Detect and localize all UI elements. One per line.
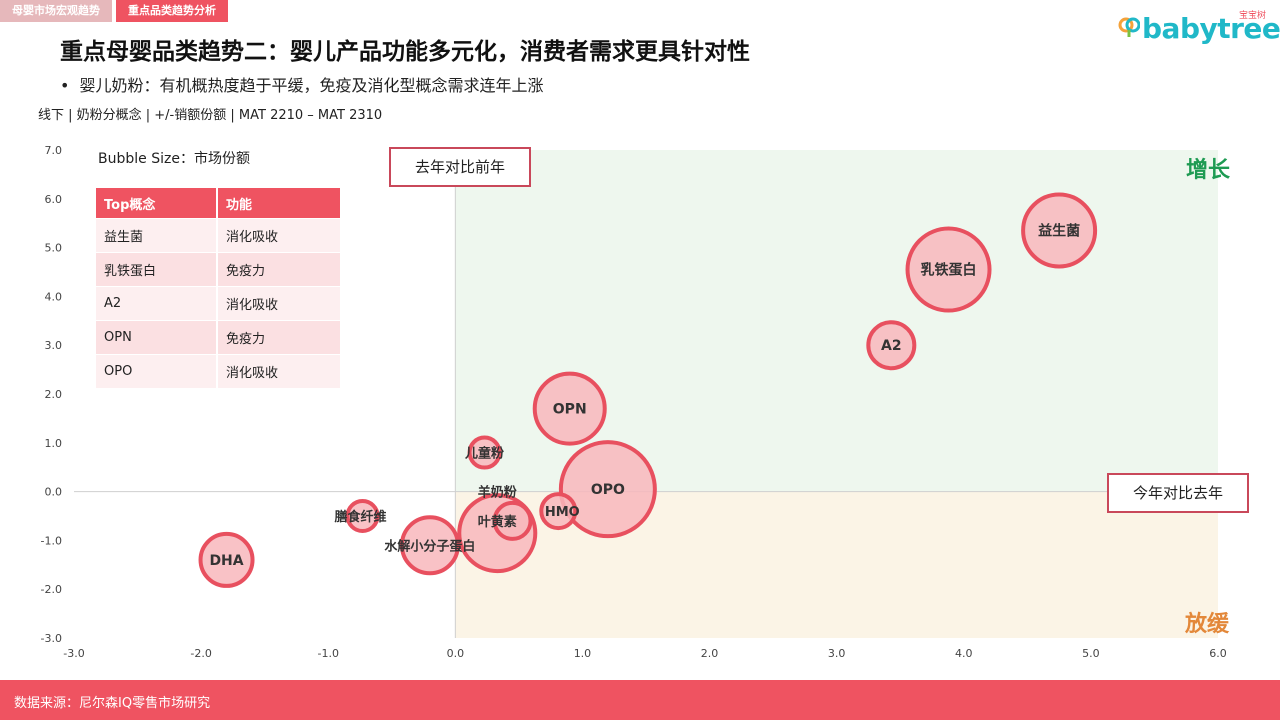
table-cell-concept: OPO <box>96 354 218 388</box>
bubble-point <box>539 492 578 531</box>
bubble-label: OPO <box>591 482 625 498</box>
bubble-point <box>1021 192 1098 269</box>
prev-year-comparison-label: 去年对比前年 <box>389 147 531 187</box>
bubble-chart: 7.0 6.0 5.0 4.0 3.0 2.0 1.0 0.0 -1.0 -2.0 -3.0-3.0… <box>41 144 1227 660</box>
top-tabs: 母婴市场宏观趋势 重点品类趋势分析 <box>0 0 228 22</box>
y-tick-label: 6.0 <box>45 193 63 206</box>
logo-text: babytree <box>1142 12 1280 45</box>
table-cell-concept: A2 <box>96 286 218 321</box>
x-tick-label: -3.0 <box>63 647 84 660</box>
top-concept-table: Top概念 功能 益生菌 消化吸收 乳铁蛋白 免疫力 A2 消化吸收 OPN 免… <box>96 188 340 388</box>
bullet-dot-icon: • <box>60 76 70 95</box>
table-cell-function: 消化吸收 <box>217 218 340 253</box>
bubble-label: 膳食纤维 <box>335 509 387 525</box>
bubble-point <box>467 435 502 470</box>
bullet-text: 婴儿奶粉：有机概热度趋于平缓，免疫及消化型概念需求连年上涨 <box>79 76 544 95</box>
bubble-size-note: Bubble Size：市场份额 <box>98 151 250 167</box>
table-cell-concept: OPN <box>96 320 218 355</box>
bubble-label: OPN <box>553 402 587 418</box>
x-tick-label: 3.0 <box>828 647 846 660</box>
chart-subtitle: 线下 | 奶粉分概念 | +/-销额份额 | MAT 2210 – MAT 23… <box>38 108 383 123</box>
y-tick-label: 5.0 <box>45 242 63 255</box>
x-tick-label: 4.0 <box>955 647 973 660</box>
x-tick-label: -1.0 <box>317 647 338 660</box>
quadrant-slowdown-label: 放缓 <box>1185 612 1230 637</box>
y-tick-label: -2.0 <box>41 583 62 596</box>
y-tick-label: 7.0 <box>45 144 63 157</box>
bubble-label: 水解小分子蛋白 <box>384 538 475 554</box>
x-tick-label: 0.0 <box>447 647 465 660</box>
x-tick-label: 6.0 <box>1209 647 1227 660</box>
y-tick-label: -3.0 <box>41 632 62 645</box>
logo-mark-icon <box>1118 17 1140 37</box>
bubble-label: 乳铁蛋白 <box>921 262 977 279</box>
table-row: OPO 消化吸收 <box>96 354 340 388</box>
bubble-point <box>198 531 255 588</box>
table-cell-function: 免疫力 <box>217 320 340 355</box>
quadrant-growth-label: 增长 <box>1186 158 1231 183</box>
bubble-point <box>399 515 460 576</box>
this-year-comparison-label: 今年对比去年 <box>1107 473 1249 513</box>
bubble-label: A2 <box>881 338 902 354</box>
bubble-label: 叶黄素 <box>478 514 517 530</box>
y-tick-label: 1.0 <box>45 437 63 450</box>
x-tick-label: -2.0 <box>190 647 211 660</box>
bubble-point <box>492 500 533 541</box>
table-header-row: Top概念 功能 <box>96 188 340 219</box>
x-tick-label: 5.0 <box>1082 647 1100 660</box>
bubble-label: DHA <box>209 553 243 569</box>
table-cell-concept: 乳铁蛋白 <box>96 252 218 287</box>
bubble-label: 羊奶粉 <box>478 485 517 501</box>
y-tick-label: 3.0 <box>45 339 63 352</box>
table-header-concept: Top概念 <box>96 188 218 219</box>
tab-category-trends[interactable]: 重点品类趋势分析 <box>116 0 228 22</box>
logo-small-text: 宝宝树 <box>1238 11 1266 21</box>
y-tick-label: -1.0 <box>41 534 62 547</box>
bubble-point <box>345 499 380 533</box>
table-cell-function: 消化吸收 <box>217 286 340 321</box>
y-tick-label: 0.0 <box>45 486 63 499</box>
bubble-label: 益生菌 <box>1038 223 1080 240</box>
table-row: OPN 免疫力 <box>96 320 340 355</box>
table-cell-concept: 益生菌 <box>96 218 218 253</box>
table-row: 乳铁蛋白 免疫力 <box>96 252 340 287</box>
table-row: A2 消化吸收 <box>96 286 340 321</box>
bubble-label: 儿童粉 <box>464 446 504 462</box>
bubble-point <box>558 440 657 539</box>
table-row: 益生菌 消化吸收 <box>96 218 340 253</box>
tab-market-macro[interactable]: 母婴市场宏观趋势 <box>0 0 112 22</box>
x-tick-label: 2.0 <box>701 647 719 660</box>
page-title: 重点母婴品类趋势二：婴儿产品功能多元化，消费者需求更具针对性 <box>60 39 750 65</box>
bubble-point <box>532 371 607 446</box>
data-source: 数据来源：尼尔森IQ零售市场研究 <box>14 696 211 711</box>
bubble-label: HMO <box>545 505 580 520</box>
x-tick-label: 1.0 <box>574 647 592 660</box>
y-tick-label: 4.0 <box>45 290 63 303</box>
table-cell-function: 免疫力 <box>217 252 340 287</box>
babytree-logo: babytree 宝宝树 <box>1118 8 1280 48</box>
bullet-point: • 婴儿奶粉：有机概热度趋于平缓，免疫及消化型概念需求连年上涨 <box>60 72 543 96</box>
bubble-point <box>866 320 917 371</box>
y-tick-label: 2.0 <box>45 388 63 401</box>
bubble-point <box>905 226 992 313</box>
table-header-function: 功能 <box>217 188 340 219</box>
footer-bar: 数据来源：尼尔森IQ零售市场研究 <box>0 680 1280 720</box>
table-cell-function: 消化吸收 <box>217 354 340 388</box>
